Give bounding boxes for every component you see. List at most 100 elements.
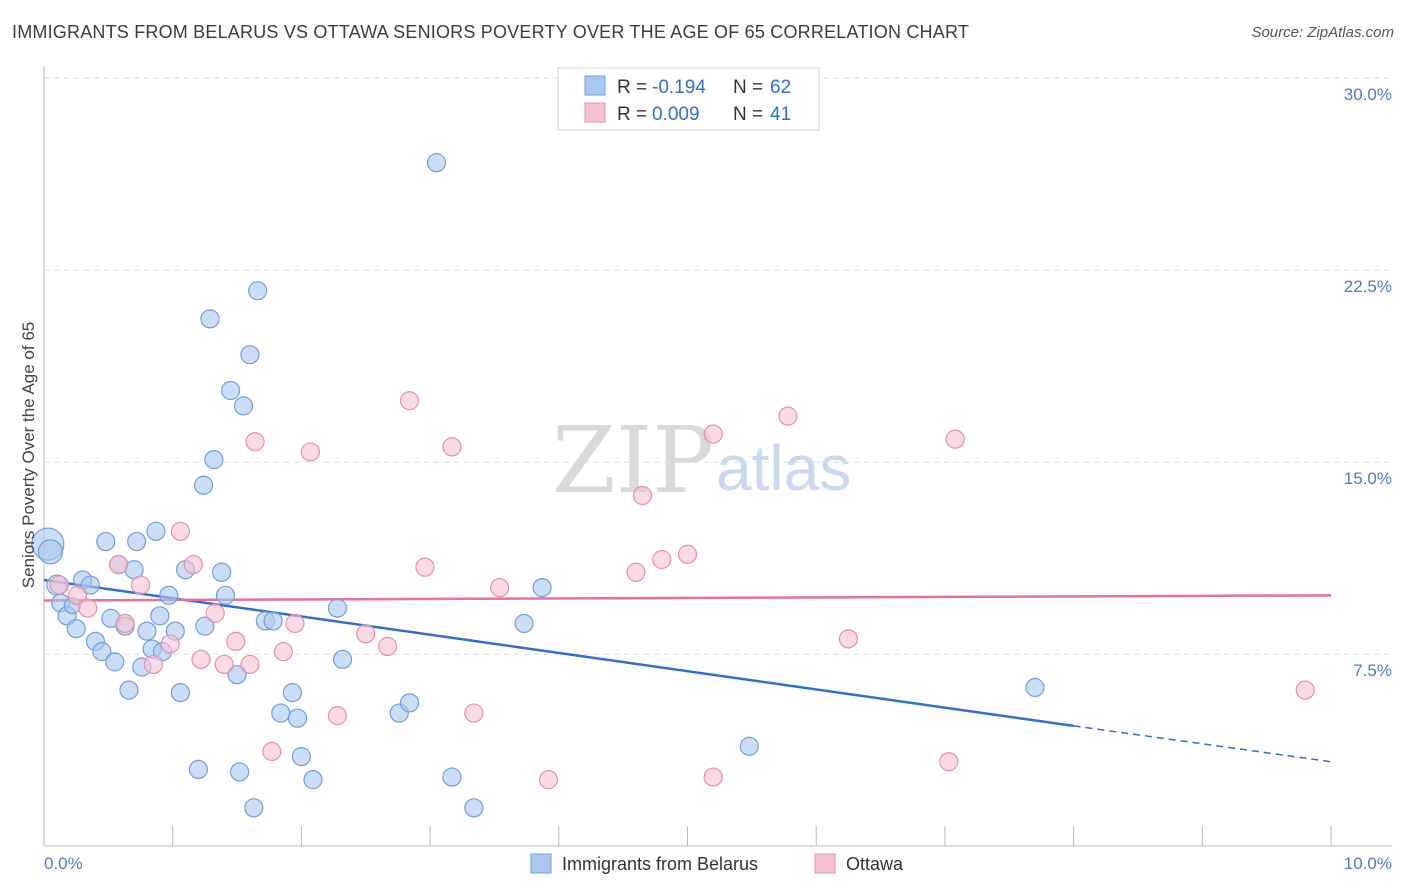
ottawa-point	[160, 634, 180, 654]
axes	[43, 66, 1392, 847]
legend-r-value-2: 0.009	[652, 104, 700, 125]
belarus-point	[119, 680, 139, 700]
belarus-point	[426, 153, 447, 173]
x-tick-max: 10.0%	[1344, 854, 1392, 873]
correlation-legend: R = -0.194 N = 62 R = 0.009 N = 41	[557, 67, 820, 131]
belarus-point	[127, 531, 147, 552]
ottawa-trend-line	[43, 594, 1332, 602]
belarus-point	[287, 708, 308, 728]
belarus-point	[1025, 677, 1045, 698]
ottawa-point	[415, 557, 435, 577]
series-legend-label-blue: Immigrants from Belarus	[562, 854, 758, 874]
legend-n-value-1: 62	[770, 77, 791, 98]
ottawa-point	[226, 631, 246, 652]
legend-swatch-blue	[584, 75, 606, 96]
belarus-point	[442, 767, 462, 787]
source-label: Source: ZipAtlas.com	[1251, 24, 1394, 41]
belarus-point	[739, 736, 759, 756]
belarus-point	[37, 539, 64, 565]
y-tick-label: 30.0%	[1344, 85, 1392, 104]
ottawa-point	[838, 629, 858, 649]
ottawa-point	[240, 654, 260, 675]
ottawa-point	[191, 649, 211, 669]
ottawa-point	[399, 391, 420, 411]
belarus-point	[193, 475, 214, 495]
ottawa-point	[245, 432, 265, 452]
ottawa-point	[205, 603, 225, 623]
legend-r-label-2: R =	[617, 104, 647, 125]
ottawa-point	[442, 437, 462, 457]
y-axis-label: Seniors Poverty Over the Age of 65	[19, 322, 38, 588]
ottawa-point	[677, 544, 698, 564]
ottawa-point	[183, 554, 203, 575]
belarus-point	[215, 585, 236, 605]
ottawa-point	[356, 624, 376, 644]
legend-r-value-1: -0.194	[652, 77, 706, 98]
ottawa-point	[170, 521, 191, 541]
ottawa-point	[67, 585, 88, 605]
belarus-point	[514, 613, 534, 634]
ottawa-point	[778, 406, 798, 426]
belarus-point	[263, 611, 283, 631]
belarus-point	[204, 450, 224, 470]
belarus-trend-extension	[1073, 725, 1332, 763]
legend-n-label-1: N =	[733, 77, 763, 98]
belarus-point	[188, 759, 209, 780]
ottawa-point	[115, 613, 135, 634]
y-tick-labels: 7.5% 15.0% 22.5% 30.0%	[1344, 85, 1392, 680]
belarus-point	[282, 682, 302, 703]
ottawa-point	[626, 562, 646, 582]
watermark-atlas: atlas	[716, 432, 851, 504]
belarus-point	[137, 621, 157, 641]
ottawa-point	[273, 642, 293, 662]
belarus-point	[244, 798, 264, 818]
legend-n-value-2: 41	[770, 104, 791, 125]
belarus-point	[170, 682, 191, 703]
ottawa-point	[652, 549, 672, 570]
ottawa-point	[703, 767, 723, 787]
ottawa-point	[464, 703, 484, 723]
y-tick-label: 15.0%	[1344, 469, 1392, 488]
belarus-point	[80, 575, 100, 595]
chart-title: IMMIGRANTS FROM BELARUS VS OTTAWA SENIOR…	[12, 22, 970, 42]
ottawa-point	[143, 654, 163, 675]
belarus-point	[146, 521, 166, 541]
ottawa-point	[632, 485, 653, 506]
ottawa-point	[130, 575, 151, 595]
watermark-zip: ZIP	[552, 407, 714, 514]
ottawa-point	[262, 741, 282, 762]
belarus-point	[159, 585, 179, 605]
belarus-point	[240, 345, 260, 365]
ottawa-point	[214, 654, 234, 675]
series-legend-label-pink: Ottawa	[846, 854, 904, 874]
belarus-point	[327, 598, 348, 618]
ottawa-point	[703, 424, 723, 444]
belarus-point	[291, 746, 311, 767]
belarus-point	[303, 770, 323, 790]
belarus-point	[105, 652, 125, 672]
belarus-point	[212, 562, 232, 582]
legend-swatch-pink	[584, 102, 606, 123]
belarus-point	[66, 618, 86, 639]
ottawa-point	[78, 598, 98, 618]
ottawa-point	[109, 554, 129, 575]
series-legend: Immigrants from Belarus Ottawa	[530, 853, 904, 874]
y-tick-label: 7.5%	[1353, 661, 1392, 680]
ottawa-point	[489, 578, 510, 598]
gridlines	[44, 77, 1392, 655]
belarus-point	[399, 693, 420, 713]
ottawa-point	[939, 752, 959, 772]
belarus-point	[230, 762, 250, 782]
data-points	[31, 153, 1315, 818]
belarus-point	[332, 649, 353, 669]
legend-r-label-1: R =	[617, 77, 647, 98]
ottawa-point	[538, 770, 559, 790]
belarus-point	[464, 798, 484, 818]
y-tick-label: 22.5%	[1344, 277, 1392, 296]
belarus-point	[92, 642, 112, 662]
ottawa-point	[378, 636, 398, 657]
series-legend-swatch-pink	[814, 853, 836, 874]
belarus-point	[248, 281, 268, 301]
series-legend-swatch-blue	[530, 853, 552, 874]
